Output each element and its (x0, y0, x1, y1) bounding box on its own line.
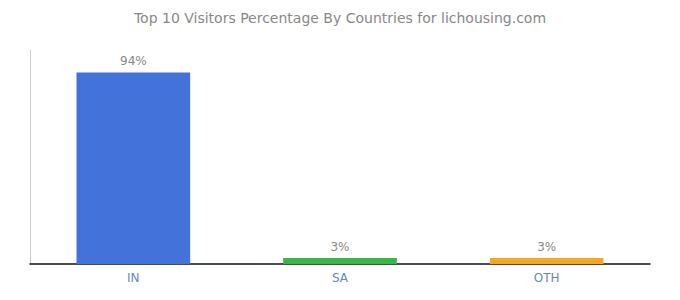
svg-text:Top 10 Visitors Percentage By: Top 10 Visitors Percentage By Countries … (133, 10, 546, 26)
svg-text:OTH: OTH (534, 271, 560, 285)
svg-text:3%: 3% (330, 240, 349, 254)
svg-text:94%: 94% (120, 54, 147, 68)
svg-text:3%: 3% (537, 240, 556, 254)
svg-text:IN: IN (127, 271, 140, 285)
svg-text:SA: SA (332, 271, 349, 285)
